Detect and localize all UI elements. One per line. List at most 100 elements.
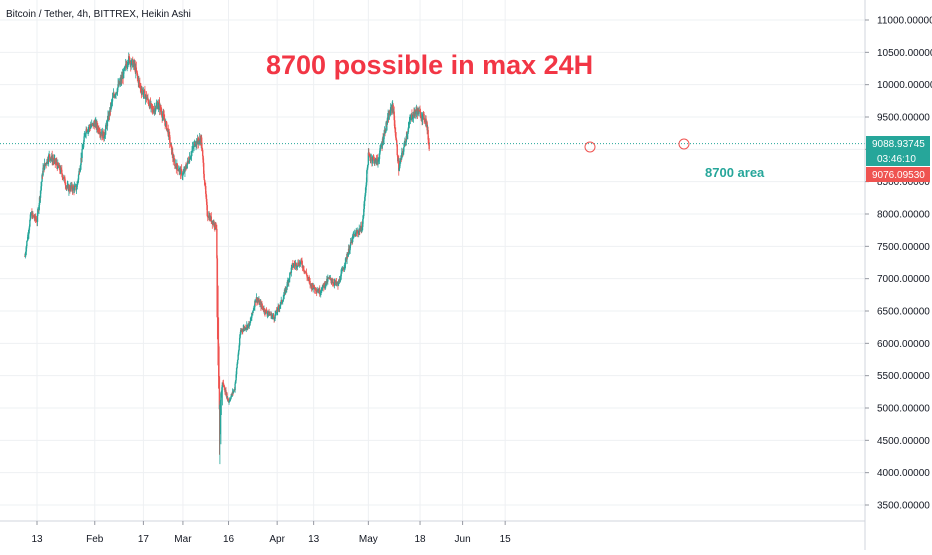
candle-body (35, 219, 38, 222)
candle-body (175, 164, 177, 167)
time-axis[interactable]: 13 Feb 17 Mar 16 Apr 13 May 18 Jun 15 (31, 521, 511, 545)
candle-body (396, 144, 398, 156)
candle-body (69, 186, 72, 191)
candle-body (87, 128, 89, 132)
candle-body (380, 145, 383, 147)
candle-body (320, 291, 322, 294)
candle-body (239, 334, 241, 338)
candle-body (263, 308, 266, 313)
candle-body (319, 289, 321, 294)
candle-body (91, 123, 93, 125)
candle-body (343, 266, 346, 268)
candle-body (178, 168, 181, 171)
candle-body (27, 234, 30, 236)
candle-body (341, 270, 343, 272)
candle-body (288, 278, 291, 280)
candle-body (37, 210, 39, 214)
candle-body (344, 258, 347, 265)
candle-body (273, 318, 276, 320)
x-tick-label: 13 (308, 534, 320, 545)
y-tick-label: 4500.00000 (877, 436, 930, 447)
candle-body (117, 84, 119, 88)
candle-body (73, 186, 76, 191)
candle-body (380, 146, 382, 148)
candle-body (427, 129, 429, 140)
candle-body (119, 81, 121, 84)
candle-body (307, 277, 309, 279)
candle-body (286, 287, 288, 289)
candle-body (90, 126, 92, 129)
candle-body (143, 90, 145, 93)
candle-body (359, 229, 361, 232)
candle-body (276, 312, 278, 313)
candle-body (144, 96, 147, 99)
candle-body (354, 232, 357, 237)
candle-body (94, 122, 96, 127)
candle-body (157, 102, 160, 107)
candle-body (114, 95, 116, 98)
candle-body (180, 169, 183, 171)
candle-body (275, 310, 278, 313)
price-axis[interactable]: 3500.00000 4000.00000 4500.00000 5000.00000… (865, 16, 932, 512)
candle-body (40, 181, 43, 187)
candle-body (29, 214, 32, 220)
candle-body (265, 309, 267, 311)
candle-body (272, 315, 275, 318)
candle-body (282, 298, 284, 302)
candle-body (358, 231, 360, 234)
candle-body (36, 221, 38, 223)
candle-body (105, 124, 107, 130)
candle-body (405, 135, 408, 142)
candle-body (327, 278, 329, 282)
candle-body (301, 261, 303, 265)
candle-body (197, 138, 199, 142)
candle-body (420, 117, 422, 119)
candle-body (30, 213, 32, 215)
candle-body (72, 186, 75, 188)
candle-body (103, 136, 106, 139)
candle-body (303, 269, 305, 271)
candle-body (139, 82, 141, 86)
candle-body (378, 158, 380, 161)
candle-body (299, 261, 302, 264)
candle-body (322, 284, 324, 286)
candle-body (170, 143, 172, 146)
candle-body (300, 259, 303, 262)
candle-body (216, 258, 219, 286)
candle-body (238, 345, 240, 351)
candle-body (185, 166, 187, 169)
candle-body (109, 107, 111, 115)
candle-body (60, 168, 62, 173)
candle-body (191, 147, 194, 151)
candle-body (238, 337, 241, 346)
candle-body (79, 165, 82, 169)
candle-body (42, 167, 44, 176)
candle-body (398, 167, 400, 171)
candle-body (382, 139, 385, 143)
candle-body (90, 126, 92, 127)
candle-body (357, 231, 359, 233)
candle-body (245, 328, 247, 330)
candle-body (351, 235, 354, 243)
candle-body (352, 235, 354, 237)
candle-body (310, 283, 312, 286)
candle-body (51, 155, 53, 162)
candle-body (289, 273, 291, 279)
candle-body (76, 184, 78, 190)
candle-body (392, 104, 394, 113)
candle-body (33, 215, 35, 218)
candle-body (399, 160, 401, 164)
candle-body (250, 317, 253, 320)
candle-body (425, 118, 427, 124)
candle-body (144, 90, 146, 99)
y-tick-label: 10500.00000 (877, 48, 932, 59)
candle-body (38, 205, 40, 211)
candle-body (422, 113, 425, 115)
candle-body (142, 90, 144, 95)
candle-body (416, 108, 418, 111)
candle-body (77, 179, 79, 182)
candle-body (194, 145, 197, 147)
